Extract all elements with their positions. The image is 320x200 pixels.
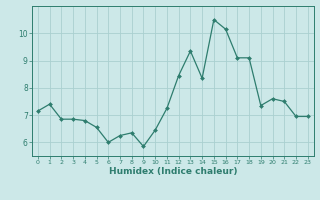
X-axis label: Humidex (Indice chaleur): Humidex (Indice chaleur) bbox=[108, 167, 237, 176]
